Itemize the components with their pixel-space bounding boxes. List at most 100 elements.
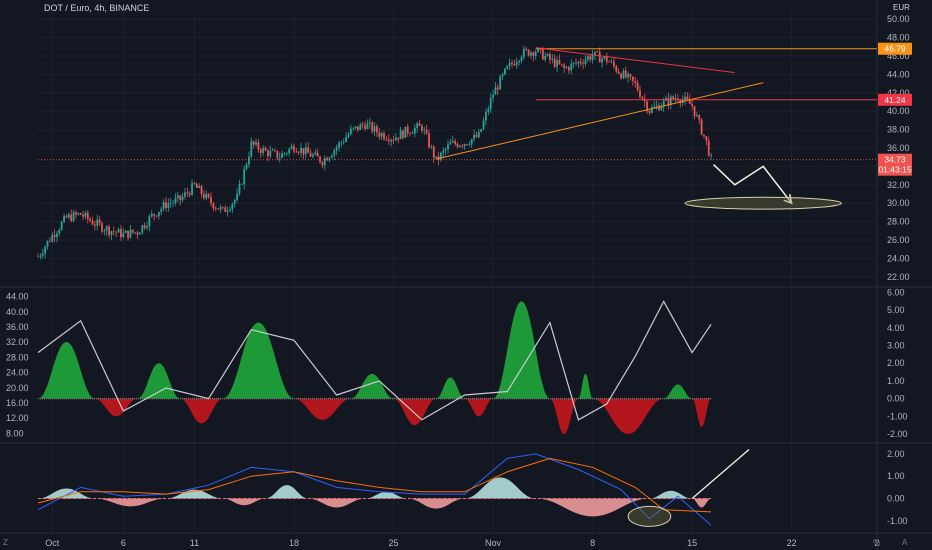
candle-body — [444, 149, 447, 151]
candle-body — [86, 212, 89, 219]
time-tick-label: 22 — [787, 538, 797, 548]
candle-body — [255, 142, 257, 145]
oscillator-left-tick-label: 32.00 — [6, 337, 29, 347]
candle-body — [269, 150, 272, 157]
candle-body — [262, 147, 265, 154]
candle-body — [323, 158, 326, 166]
candle-body — [77, 213, 80, 215]
time-tick-label: 6 — [121, 538, 126, 548]
candle-body — [58, 229, 61, 234]
timezone-icon[interactable]: Z — [3, 538, 8, 547]
candle-body — [112, 231, 115, 232]
macd-histogram-hump — [407, 498, 465, 509]
candle-body — [233, 200, 236, 204]
candle-body — [84, 212, 87, 217]
candle-body — [458, 145, 461, 147]
candle-body — [707, 140, 710, 156]
candle-body — [250, 141, 253, 157]
macd-annotation-arrow[interactable] — [691, 448, 750, 500]
target-ellipse[interactable] — [684, 196, 842, 210]
price-tick-label: 50.00 — [887, 14, 910, 24]
candle-body — [141, 225, 144, 233]
candle-body — [214, 208, 217, 209]
candle-body — [624, 70, 627, 78]
oscillator-left-tick-label: 28.00 — [6, 352, 29, 362]
candle-body — [432, 146, 435, 158]
candle-body — [577, 61, 580, 64]
candle-body — [463, 144, 466, 147]
candle-body — [485, 111, 487, 121]
candle-body — [44, 246, 47, 254]
candle-body — [546, 53, 549, 56]
candle-body — [186, 192, 189, 194]
candle-body — [340, 142, 343, 143]
candle-body — [148, 216, 151, 227]
candle-body — [131, 229, 134, 233]
candle-body — [238, 184, 241, 194]
price-tick-label: 46.00 — [887, 51, 910, 61]
oscillator-left-tick-label: 44.00 — [6, 292, 29, 302]
candle-body — [271, 150, 274, 151]
candle-body — [364, 125, 366, 129]
candle-body — [231, 203, 234, 210]
candle-body — [60, 222, 63, 230]
candle-body — [266, 150, 269, 157]
candle-body — [470, 139, 473, 145]
candle-body — [217, 208, 220, 210]
candle-body — [679, 100, 682, 103]
candle-body — [248, 156, 250, 165]
candle-body — [634, 80, 637, 83]
candle-body — [530, 52, 532, 56]
candle-body — [589, 56, 592, 60]
candle-body — [338, 142, 340, 148]
trend-line[interactable] — [535, 47, 735, 74]
macd-highlight-ellipse[interactable] — [627, 505, 672, 527]
candle-body — [48, 240, 51, 242]
candle-body — [359, 124, 362, 130]
candle-body — [349, 128, 352, 135]
candle-body — [193, 183, 196, 184]
trend-line[interactable] — [436, 82, 764, 160]
candle-body — [518, 60, 521, 63]
candle-body — [354, 126, 357, 128]
candle-body — [153, 213, 156, 216]
projection-path[interactable] — [712, 164, 793, 204]
oscillator-right-tick-label: 0.00 — [887, 394, 905, 404]
candle-body — [506, 65, 509, 69]
oscillator-right-tick-label: 3.00 — [887, 341, 905, 351]
candle-body — [297, 152, 300, 154]
candle-body — [300, 148, 302, 153]
candle-body — [677, 98, 679, 101]
candle-body — [525, 48, 528, 50]
candle-body — [41, 253, 44, 256]
oscillator-hump — [293, 398, 351, 420]
percent-icon[interactable]: % — [873, 538, 881, 547]
candle-body — [698, 115, 701, 120]
candle-body — [603, 56, 606, 59]
candle-body — [252, 141, 255, 145]
candle-body — [468, 144, 471, 146]
candle-body — [352, 127, 355, 129]
oscillator-right-tick-label: 2.00 — [887, 358, 905, 368]
candle-body — [691, 104, 694, 107]
candle-body — [285, 153, 288, 154]
oscillator-hump — [137, 363, 181, 399]
oscillator-left-tick-label: 20.00 — [6, 383, 29, 393]
candle-body — [669, 96, 672, 105]
candle-body — [110, 231, 113, 235]
auto-scale-icon[interactable]: A — [902, 538, 908, 547]
candle-body — [608, 61, 611, 63]
candle-body — [615, 66, 618, 72]
candle-body — [496, 87, 499, 90]
candle-body — [494, 87, 497, 95]
candle-body — [150, 213, 153, 217]
candle-body — [394, 137, 397, 141]
candle-body — [648, 110, 651, 113]
candle-body — [226, 210, 229, 212]
oscillator-line — [37, 300, 712, 421]
candle-body — [586, 56, 589, 60]
candle-body — [416, 123, 419, 129]
candle-body — [409, 133, 411, 134]
candle-body — [82, 214, 84, 217]
